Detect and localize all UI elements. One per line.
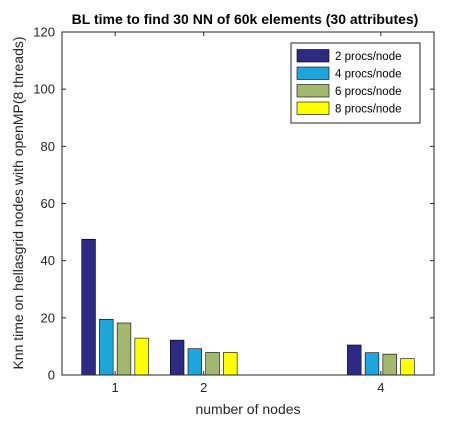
ticks-group: 0 20 40 60 80 100 120 1 2 4	[33, 25, 434, 395]
y-axis-label: Knn time on hellasgrid nodes with openMP…	[10, 36, 26, 369]
bar-6-procs-node-x2	[205, 352, 220, 376]
bar-6-procs-node-x4	[382, 353, 397, 376]
y-tick-label: 40	[41, 253, 55, 268]
bar-8-procs-node-x1	[134, 337, 149, 376]
x-axis-label: number of nodes	[195, 401, 300, 417]
bar-2-procs-node-x4	[347, 344, 362, 376]
y-tick-label: 100	[33, 82, 55, 97]
legend-label: 4 procs/node	[335, 69, 402, 81]
chart-title: BL time to find 30 NN of 60k elements (3…	[72, 11, 419, 27]
x-tick-label: 1	[112, 380, 119, 395]
bar-8-procs-node-x2	[223, 352, 238, 376]
legend-swatch	[296, 84, 330, 98]
legend-swatch	[296, 101, 330, 115]
y-tick-label: 20	[41, 310, 55, 325]
bar-2-procs-node-x1	[81, 238, 96, 376]
legend-swatch	[296, 66, 330, 80]
y-tick-label: 60	[41, 196, 55, 211]
legend-swatch	[296, 49, 330, 63]
legend: 2 procs/node 4 procs/node 6 procs/node 8 pr…	[290, 42, 421, 124]
legend-label: 2 procs/node	[335, 51, 402, 63]
bar-4-procs-node-x2	[187, 348, 203, 376]
y-tick-label: 80	[41, 139, 55, 154]
bar-4-procs-node-x1	[99, 318, 114, 376]
x-tick-label: 4	[377, 380, 384, 395]
y-tick-label: 0	[48, 368, 55, 383]
bar-6-procs-node-x1	[116, 322, 132, 376]
bars-group	[81, 238, 415, 376]
bar-2-procs-node-x2	[169, 339, 185, 376]
legend-label: 8 procs/node	[335, 104, 402, 116]
y-tick-label: 120	[33, 25, 55, 40]
legend-label: 6 procs/node	[335, 86, 402, 98]
bar-4-procs-node-x4	[364, 352, 380, 376]
bar-8-procs-node-x4	[400, 358, 415, 376]
x-tick-label: 2	[200, 380, 207, 395]
